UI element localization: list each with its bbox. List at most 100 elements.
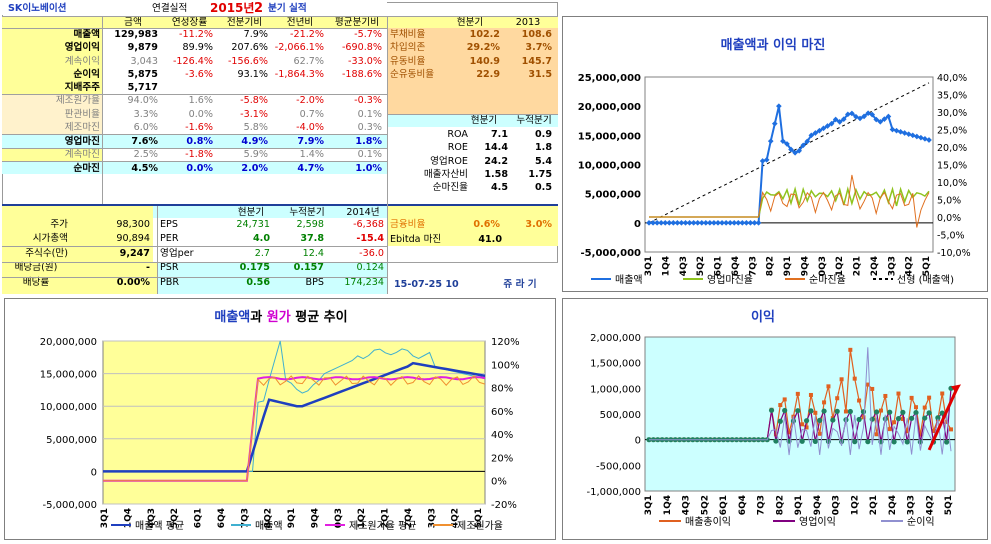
x-tick-label: 9Q4 [310, 508, 320, 528]
y2-tick-label: -5,0% [937, 231, 965, 242]
grid-line [2, 246, 387, 247]
x-tick-label: 5Q2 [696, 256, 706, 276]
sales-point [808, 132, 815, 139]
trend-line [648, 82, 930, 224]
plot-area [102, 340, 486, 505]
val-value: - [146, 262, 150, 274]
val-header: 2014년 [346, 207, 380, 218]
y2-tick-label: 40,0% [937, 73, 967, 84]
sales-point [840, 116, 847, 123]
grid-line [2, 16, 558, 17]
column-header: 금액 [124, 17, 142, 28]
row-value: 5.9% [243, 149, 268, 161]
sales-cost-avg-chart: 매출액과 원가 평균 추이 20,000,000 15,000,000 10,000,… [4, 298, 556, 540]
op-point [922, 415, 928, 421]
chart-title-part: 평균 추이 [291, 309, 348, 325]
row-value: 93.1% [237, 68, 268, 80]
val-value: -36.0 [359, 247, 384, 259]
sales-point [857, 115, 863, 122]
op-point [812, 438, 818, 444]
gross-point [778, 403, 783, 408]
y-tick-label: -500,000 [596, 461, 641, 472]
sales-point [784, 141, 790, 147]
row-value: -1,864.3% [274, 68, 324, 80]
sales-point [869, 111, 876, 118]
sales-point [853, 113, 859, 120]
grid-line [2, 148, 387, 149]
chart-title: 이익 [751, 309, 775, 325]
sales-margin-chart: 매출액과 이익 마진 25,000,000 20,000,000 15,000,000… [562, 16, 988, 292]
fin-label: Ebitda 마진 [390, 234, 442, 245]
row-value: 0.3% [357, 121, 382, 133]
sales-point [824, 123, 831, 129]
val-bottom-mid [157, 262, 387, 294]
roa-value: 1.58 [484, 168, 508, 180]
x-tick-label: 4Q2 [925, 495, 935, 515]
gross-point [874, 432, 879, 437]
x-tick-label: 3Q1 [644, 495, 654, 515]
sales-point [755, 220, 762, 226]
sales-point [901, 130, 908, 136]
sales-point [715, 220, 721, 226]
op-point [799, 438, 805, 444]
ratio-value: 3.7% [525, 42, 552, 54]
legend-label: 매출총이익 [685, 516, 731, 528]
sales-point [646, 220, 652, 226]
plot-area [644, 336, 956, 492]
sales-point [767, 138, 774, 144]
val-header: 현분기 [237, 207, 265, 218]
y-tick-label: 5,000,000 [585, 190, 641, 201]
company-title: SK이노베이션 [8, 3, 67, 14]
roa-value: 5.4 [535, 155, 552, 167]
legend-label: 제조원가율 [457, 520, 503, 532]
ratio-hdr-bg [387, 16, 558, 28]
x-tick-label: 0Q3 [334, 508, 344, 528]
x-tick-label: 8Q2 [766, 256, 776, 276]
val-value: 0.00% [116, 276, 150, 288]
x-tick-label: 6Q4 [217, 508, 227, 528]
sales-point [836, 119, 843, 125]
gross-point [870, 386, 875, 391]
x-tick-label: 6Q1 [719, 495, 729, 515]
fin-value: 0.6% [473, 219, 500, 230]
val-left-bg [2, 206, 153, 262]
row-value: 5,717 [127, 82, 158, 93]
column-header: 연성장률 [171, 17, 208, 28]
val-value: 98,300 [116, 219, 150, 230]
y2-tick-label: 120% [491, 337, 520, 348]
gross-point [949, 427, 953, 432]
series-sales-avg [103, 361, 486, 473]
jurassic-button[interactable]: 쥬 라 기 [503, 279, 537, 290]
gross-point [918, 432, 923, 437]
roa-value: 24.2 [484, 155, 508, 167]
val-value: 0.157 [293, 262, 324, 274]
x-tick-label: 1Q2 [850, 495, 860, 515]
row-value: 94.0% [127, 95, 158, 107]
row-value: -2,066.1% [274, 42, 324, 54]
row-value: -3.1% [240, 108, 268, 120]
sales-point [889, 126, 896, 133]
row-value: 1.6% [188, 95, 213, 107]
op-point [913, 410, 919, 416]
row-value: 89.9% [182, 42, 213, 54]
ratio-value: 29.2% [466, 42, 500, 54]
x-tick-label: 6Q1 [194, 508, 204, 528]
ratio-label: 차입의존 [390, 42, 426, 54]
grid-line [157, 206, 158, 294]
row-value: 4.5% [131, 162, 158, 174]
column-header: 전년비 [286, 17, 314, 28]
row-value: -2.0% [296, 95, 324, 107]
x-tick-label: 9Q4 [800, 256, 810, 276]
y-tick-label: 2,000,000 [590, 333, 641, 344]
ratio-header: 현분기 [456, 17, 484, 28]
op-point [834, 408, 840, 414]
profit-chart: 이익 2,000,000 1,500,000 1,000,000 500,000 0 -50… [562, 298, 988, 540]
roa-header: 누적분기 [516, 115, 552, 126]
y-tick-label: 0 [635, 436, 641, 447]
x-tick-label: 1Q4 [123, 508, 133, 528]
val-header: 누적분기 [289, 207, 325, 218]
title-bar [2, 2, 387, 15]
x-tick-label: 5Q2 [170, 508, 180, 528]
y2-tick-label: 60% [491, 407, 513, 418]
fin-value: 3.0% [525, 219, 552, 230]
